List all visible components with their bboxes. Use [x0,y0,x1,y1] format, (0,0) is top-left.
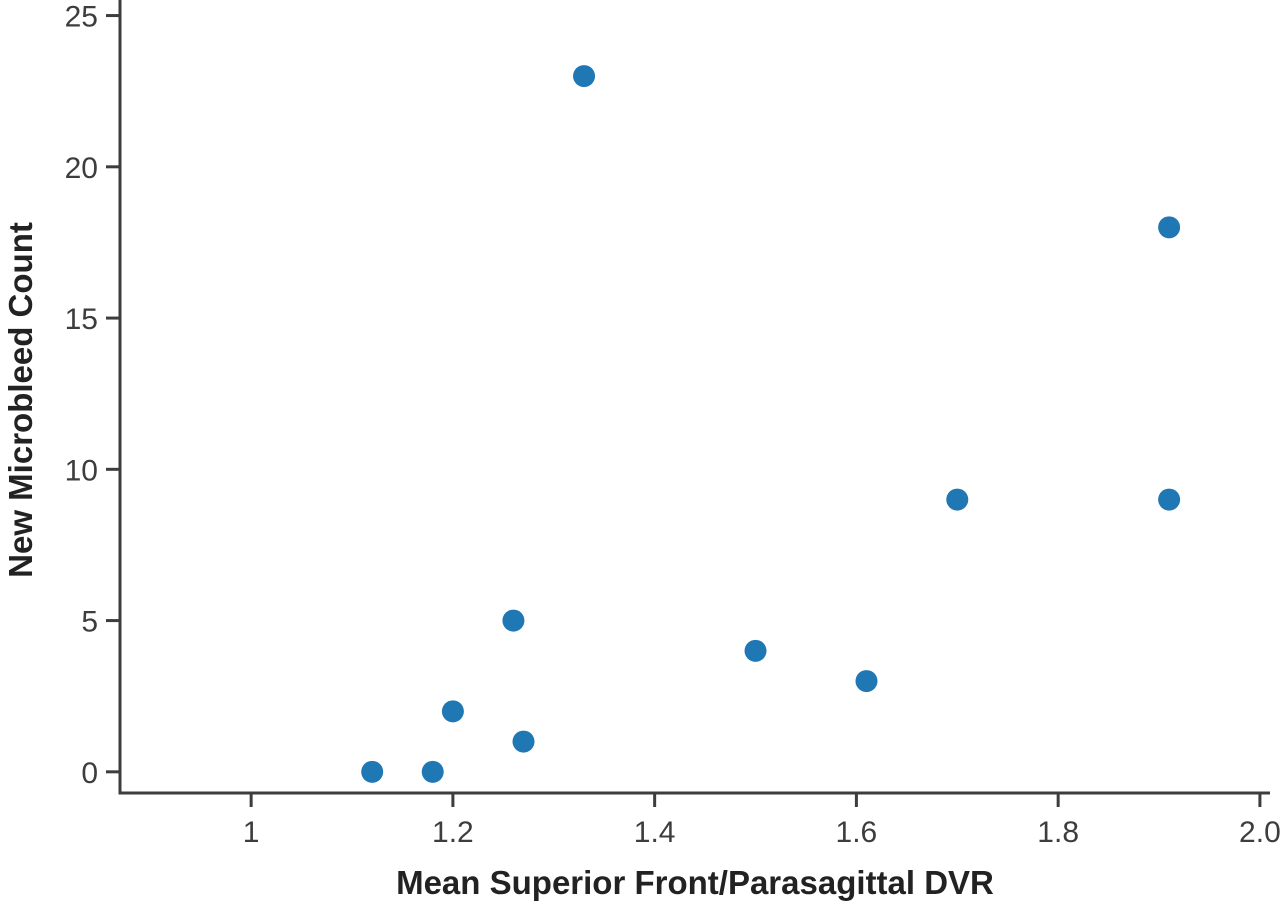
y-tick-label: 15 [65,303,98,336]
x-tick-label: 1.2 [432,816,474,849]
x-tick-label: 1.8 [1037,816,1079,849]
x-tick-label: 1 [243,816,260,849]
data-point [744,639,767,662]
data-point [946,488,969,511]
y-axis-ticks: 0 5 10 15 20 25 [65,1,120,790]
y-tick-label: 20 [65,152,98,185]
data-point [1158,216,1181,239]
x-tick-label: 1.6 [836,816,878,849]
x-axis-ticks: 1 1.2 1.4 1.6 1.8 2.0 [243,793,1280,849]
data-point [855,670,878,693]
data-point [502,609,525,632]
y-tick-label: 25 [65,1,98,34]
data-point [512,730,535,753]
y-tick-label: 10 [65,454,98,487]
axis-spines [118,0,1270,795]
data-point [441,700,464,723]
data-point [361,760,384,783]
data-point [573,65,596,88]
y-tick-label: 0 [81,757,98,790]
data-point [421,760,444,783]
x-axis-label: Mean Superior Front/Parasagittal DVR [396,864,994,901]
y-axis-label: New Microbleed Count [2,222,39,578]
scatter-points [361,65,1181,783]
x-tick-label: 1.4 [634,816,676,849]
x-tick-label: 2.0 [1239,816,1280,849]
data-point [1158,488,1181,511]
y-tick-label: 5 [81,606,98,639]
